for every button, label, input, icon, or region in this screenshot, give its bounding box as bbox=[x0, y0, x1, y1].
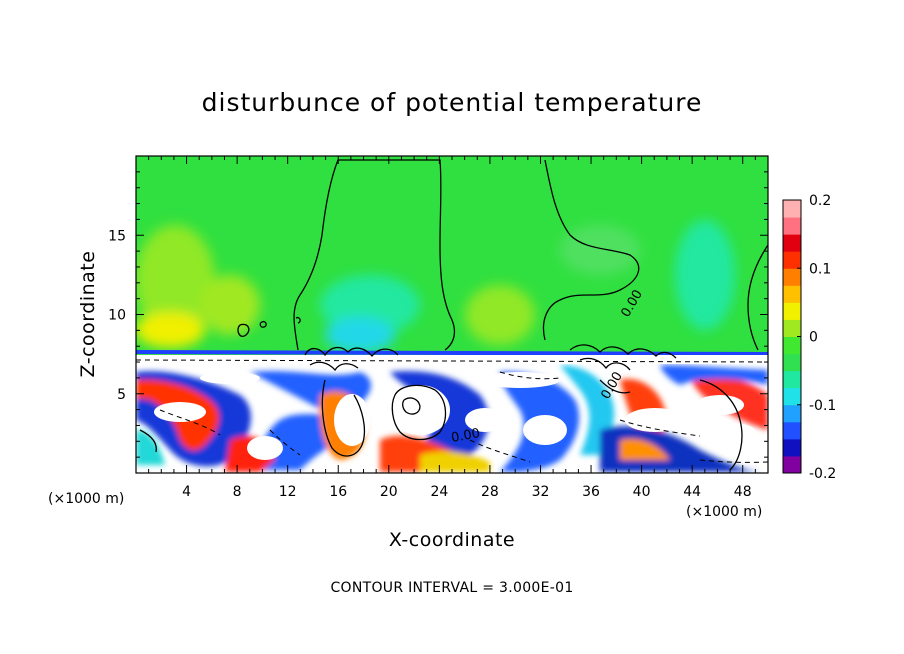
x-tick-label: 32 bbox=[532, 484, 550, 500]
x-tick-label: 12 bbox=[279, 484, 297, 500]
contour-zero-right bbox=[747, 244, 768, 351]
chart-title: disturbunce of potential temperature bbox=[202, 88, 703, 117]
contour-dense-cluster-1 bbox=[304, 346, 399, 358]
y-axis-label: Z-coordinate bbox=[77, 251, 99, 378]
blue-band-6 bbox=[660, 365, 768, 385]
contour-zero-plume-2 bbox=[542, 159, 640, 341]
colorbar-swatch bbox=[783, 353, 801, 372]
contour-left-wave bbox=[237, 323, 250, 337]
dashed-contours bbox=[159, 371, 768, 463]
colorbar-tick-label: 0.1 bbox=[809, 261, 831, 277]
colorbar-swatch bbox=[783, 370, 801, 389]
colorbar-swatch bbox=[783, 438, 801, 457]
colorbar-ticks: 0.2 0.1 0 -0.1 -0.2 bbox=[797, 193, 836, 482]
x-axis-label: X-coordinate bbox=[389, 529, 515, 551]
contour-zero-plume-1 bbox=[293, 159, 456, 351]
contour-small-1 bbox=[259, 320, 267, 328]
x-tick-label: 4 bbox=[182, 484, 191, 500]
colorbar-swatch bbox=[783, 251, 801, 269]
colorbar-swatch bbox=[783, 217, 801, 235]
x-tick-label: 48 bbox=[734, 484, 752, 500]
plot-area: 0.00 0.00 0.00 bbox=[136, 156, 768, 473]
inversion-dashed-line bbox=[136, 359, 768, 363]
x-tick-label: 20 bbox=[380, 484, 398, 500]
contour-small-2 bbox=[295, 316, 301, 324]
contour-mid-lower bbox=[599, 379, 631, 394]
x-tick-label: 16 bbox=[329, 484, 347, 500]
colorbar-swatch bbox=[783, 285, 801, 303]
colorbar-swatch bbox=[783, 319, 801, 337]
contour-interval-note: CONTOUR INTERVAL = 3.000E-01 bbox=[330, 580, 573, 596]
contour-left-lower bbox=[139, 429, 157, 453]
colorbar-swatch bbox=[783, 336, 801, 355]
contour-plume-lower bbox=[321, 379, 366, 457]
contour-small-loop bbox=[402, 397, 421, 415]
inversion-white-band bbox=[136, 355, 768, 364]
contour-dense-cluster-1b bbox=[309, 361, 359, 372]
cyan-band-2 bbox=[136, 430, 165, 465]
colorbar-tick-label: 0 bbox=[809, 330, 818, 346]
x-tick-label: 24 bbox=[430, 484, 448, 500]
x-tick-label: 8 bbox=[233, 484, 242, 500]
contour-pocket-loop bbox=[391, 384, 447, 441]
y-tick-label: 5 bbox=[117, 387, 126, 403]
contour-dense-cluster-2b bbox=[579, 357, 631, 371]
x-tick-label: 28 bbox=[481, 484, 499, 500]
x-tick-label: 36 bbox=[582, 484, 600, 500]
colorbar-swatch bbox=[783, 302, 801, 320]
inversion-blue-line bbox=[136, 350, 768, 356]
x-tick-label: 40 bbox=[633, 484, 651, 500]
x-tick-label: 44 bbox=[683, 484, 701, 500]
colorbar-swatch bbox=[783, 421, 801, 440]
contour-right-lower bbox=[699, 379, 743, 471]
white-pockets bbox=[154, 372, 760, 460]
colorbar-tick-label: -0.2 bbox=[809, 466, 836, 482]
orange-band-2 bbox=[620, 438, 670, 460]
x-unit-label-right: (×1000 m) bbox=[686, 504, 762, 520]
contour-lines bbox=[139, 159, 768, 471]
upper-field-shading bbox=[136, 220, 735, 353]
contour-label-lower: 0.00 bbox=[450, 426, 481, 446]
colorbar-swatch bbox=[783, 455, 801, 474]
colorbar-swatch bbox=[783, 268, 801, 286]
blue-band-5 bbox=[600, 426, 760, 472]
y-axis-ticks: 5 10 15 bbox=[108, 171, 768, 458]
yellow-band-1 bbox=[420, 451, 490, 472]
contour-dense-cluster-2 bbox=[569, 344, 677, 359]
x-axis-ticks: 4 8 12 16 20 24 28 32 36 40 44 48 bbox=[148, 156, 756, 500]
colorbar-tick-label: -0.1 bbox=[809, 398, 836, 414]
y-tick-label: 10 bbox=[108, 308, 126, 324]
x-unit-label-left: (×1000 m) bbox=[48, 491, 124, 507]
colorbar-swatch bbox=[783, 387, 801, 406]
colorbar-tick-label: 0.2 bbox=[809, 193, 831, 209]
colorbar-swatch bbox=[783, 404, 801, 423]
colorbar bbox=[782, 199, 802, 474]
lower-layer bbox=[136, 362, 768, 473]
colorbar-swatch bbox=[783, 200, 801, 218]
y-tick-label: 15 bbox=[108, 228, 126, 244]
colorbar-swatch bbox=[783, 234, 801, 252]
